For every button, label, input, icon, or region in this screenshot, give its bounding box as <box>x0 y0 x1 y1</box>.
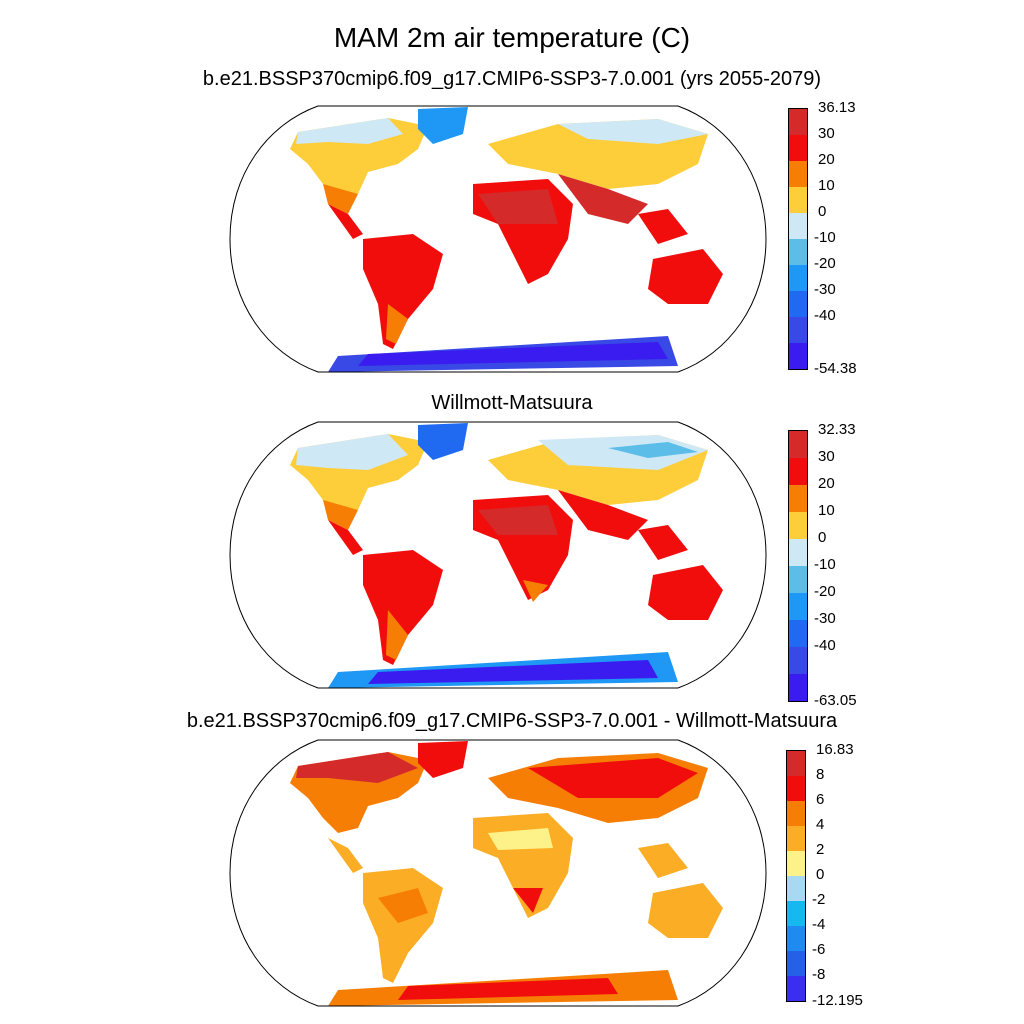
colorbar-tick-label: 0 <box>818 529 827 546</box>
colorbar-tick-label: 0 <box>818 203 827 220</box>
colorbar-tick-label: -40 <box>814 307 836 324</box>
colorbar-swatch <box>787 901 805 926</box>
colorbar-swatch <box>787 876 805 901</box>
colorbar-swatch <box>789 431 807 458</box>
colorbar-tick-label: -10 <box>814 556 836 573</box>
panel-3-title: b.e21.BSSP370cmip6.f09_g17.CMIP6-SSP3-7.… <box>186 710 838 732</box>
colorbar-swatch <box>789 620 807 647</box>
colorbar-swatch <box>789 187 807 213</box>
colorbar-swatch <box>789 566 807 593</box>
colorbar-tick-label: -10 <box>814 229 836 246</box>
colorbar-swatch <box>789 265 807 291</box>
colorbar-swatch <box>789 109 807 135</box>
colorbar-swatch <box>789 674 807 701</box>
colorbar-tick-label: -30 <box>814 281 836 298</box>
colorbar-tick-label: 6 <box>816 791 825 808</box>
colorbar-tick-label: -20 <box>814 583 836 600</box>
panel-1-title: b.e21.BSSP370cmip6.f09_g17.CMIP6-SSP3-7.… <box>202 68 822 90</box>
colorbar-tick-label: -40 <box>814 637 836 654</box>
colorbar-tick-label: -63.05 <box>814 692 857 709</box>
colorbar-swatch <box>787 851 805 876</box>
panel-3-colorbar-boxes <box>786 750 806 1002</box>
colorbar-tick-label: 0 <box>816 866 825 883</box>
colorbar-swatch <box>789 239 807 265</box>
colorbar-swatch <box>789 512 807 539</box>
colorbar-tick-label: -30 <box>814 610 836 627</box>
figure-title: MAM 2m air temperature (C) <box>333 22 691 53</box>
colorbar-tick-label: -6 <box>812 941 826 958</box>
colorbar-swatch <box>787 926 805 951</box>
panel-2-colorbar-boxes <box>788 430 808 702</box>
colorbar-swatch <box>789 485 807 512</box>
colorbar-swatch <box>789 343 807 369</box>
panel-2-map <box>229 421 767 689</box>
colorbar-swatch <box>787 801 805 826</box>
colorbar-swatch <box>789 593 807 620</box>
colorbar-tick-label: 4 <box>816 816 825 833</box>
colorbar-tick-label: -4 <box>812 916 826 933</box>
colorbar-tick-label: -2 <box>812 891 826 908</box>
colorbar-swatch <box>787 776 805 801</box>
colorbar-tick-label: -54.38 <box>814 360 857 377</box>
colorbar-swatch <box>787 976 805 1001</box>
panel-1-colorbar-boxes <box>788 108 808 370</box>
colorbar-swatch <box>789 647 807 674</box>
colorbar-swatch <box>789 291 807 317</box>
colorbar-swatch <box>787 951 805 976</box>
panel-2-title: Willmott-Matsuura <box>431 392 593 414</box>
colorbar-tick-label: 10 <box>818 502 835 519</box>
colorbar-swatch <box>789 317 807 343</box>
panel-3-map <box>229 739 767 1007</box>
colorbar-tick-label: 36.13 <box>818 99 856 116</box>
panel-1-map <box>229 105 767 373</box>
colorbar-swatch <box>787 826 805 851</box>
colorbar-tick-label: 2 <box>816 841 825 858</box>
colorbar-tick-label: 32.33 <box>818 421 856 438</box>
colorbar-tick-label: 10 <box>818 177 835 194</box>
colorbar-tick-label: 30 <box>818 125 835 142</box>
colorbar-tick-label: -20 <box>814 255 836 272</box>
colorbar-tick-label: -8 <box>812 966 826 983</box>
colorbar-swatch <box>789 213 807 239</box>
colorbar-tick-label: 20 <box>818 151 835 168</box>
colorbar-tick-label: 8 <box>816 766 825 783</box>
colorbar-tick-label: 30 <box>818 448 835 465</box>
colorbar-tick-label: 16.83 <box>816 741 854 758</box>
colorbar-swatch <box>789 135 807 161</box>
colorbar-swatch <box>789 458 807 485</box>
colorbar-swatch <box>789 539 807 566</box>
colorbar-tick-label: -12.195 <box>812 992 863 1009</box>
colorbar-tick-label: 20 <box>818 475 835 492</box>
colorbar-swatch <box>789 161 807 187</box>
colorbar-swatch <box>787 751 805 776</box>
